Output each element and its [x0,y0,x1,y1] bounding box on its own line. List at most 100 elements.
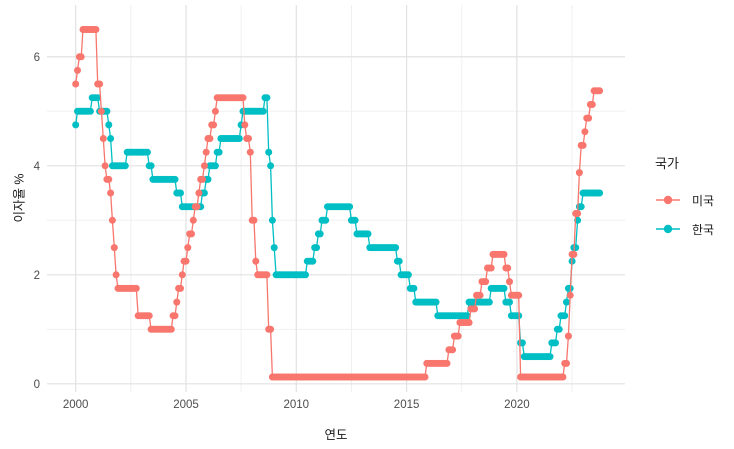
data-point [259,107,267,115]
data-point [392,244,400,252]
data-point [97,107,105,115]
data-point [559,373,567,381]
legend-key-korea-icon [656,224,680,234]
y-tick-label: 0 [34,379,40,391]
data-point [506,278,513,286]
data-point [454,332,462,340]
y-tick-label: 2 [34,270,40,282]
data-point [546,353,554,361]
legend-title: 국가 [655,156,679,171]
legend-key-usa-icon [656,195,680,205]
legend-entry-korea: 한국 [655,221,714,237]
data-point [476,291,484,299]
data-point [504,264,512,272]
data-point [195,189,203,197]
data-point [241,121,249,129]
data-point [105,175,113,183]
data-point [570,250,578,258]
data-point [596,189,604,197]
x-tick-label: 2000 [63,399,89,411]
data-point [322,216,330,224]
data-point [177,189,184,197]
legend-entry-usa: 미국 [655,192,714,208]
data-point [485,298,493,306]
data-point [215,148,223,156]
data-point [364,230,372,238]
data-point [267,162,275,170]
data-point [167,325,175,333]
data-point [72,121,80,129]
data-point [86,107,94,115]
data-point [302,271,309,279]
data-point [506,298,513,306]
data-point [143,148,151,156]
data-point [404,271,412,279]
data-point [564,332,572,340]
data-point [101,162,109,170]
x-axis-title: 연도 [324,428,348,442]
data-point [579,141,587,149]
data-point [189,216,197,224]
data-point [465,319,473,326]
data-point [309,257,317,265]
data-point [107,189,115,197]
legend-key-point [663,224,673,234]
data-point [500,250,508,258]
data-point [193,203,201,211]
data-point [235,135,243,142]
data-point [421,373,429,381]
data-point [103,107,111,115]
data-point [200,189,208,197]
data-point [112,271,120,279]
data-point [463,312,471,320]
data-point [121,162,129,170]
data-point [596,87,604,95]
data-point [171,312,179,320]
data-point [500,284,508,292]
data-point [110,244,118,252]
data-point [177,284,184,292]
data-point [346,203,354,211]
data-point [211,162,219,170]
data-point [563,359,570,367]
data-point [263,94,271,102]
data-point [202,148,210,156]
x-tick-label: 2010 [283,399,309,411]
data-point [265,148,273,156]
data-point [206,135,214,142]
data-point [575,169,583,177]
y-axis-title: 이자율 % [12,173,27,223]
data-point [245,135,252,142]
data-point [173,298,181,306]
data-point [581,128,589,136]
data-point [147,162,155,170]
data-point [515,291,523,299]
series-line [75,28,600,378]
data-point [72,80,80,88]
data-point [200,162,208,170]
data-point [432,298,440,306]
data-point [210,121,218,129]
data-point [552,339,559,347]
data-point [270,244,278,252]
data-point [178,271,186,279]
data-point [588,101,596,108]
data-point [487,264,495,272]
data-point [92,26,100,33]
data-point [563,298,570,306]
data-point [132,284,140,292]
legend-key-point [663,195,673,205]
data-point [107,135,115,142]
data-point [246,148,254,156]
data-point [188,230,195,238]
data-point [585,114,593,122]
data-point [572,244,580,252]
data-point [94,94,102,102]
x-tick-label: 2015 [394,399,420,411]
data-point [577,203,585,211]
data-point [250,216,258,224]
data-point [410,284,418,292]
data-point [395,257,403,265]
